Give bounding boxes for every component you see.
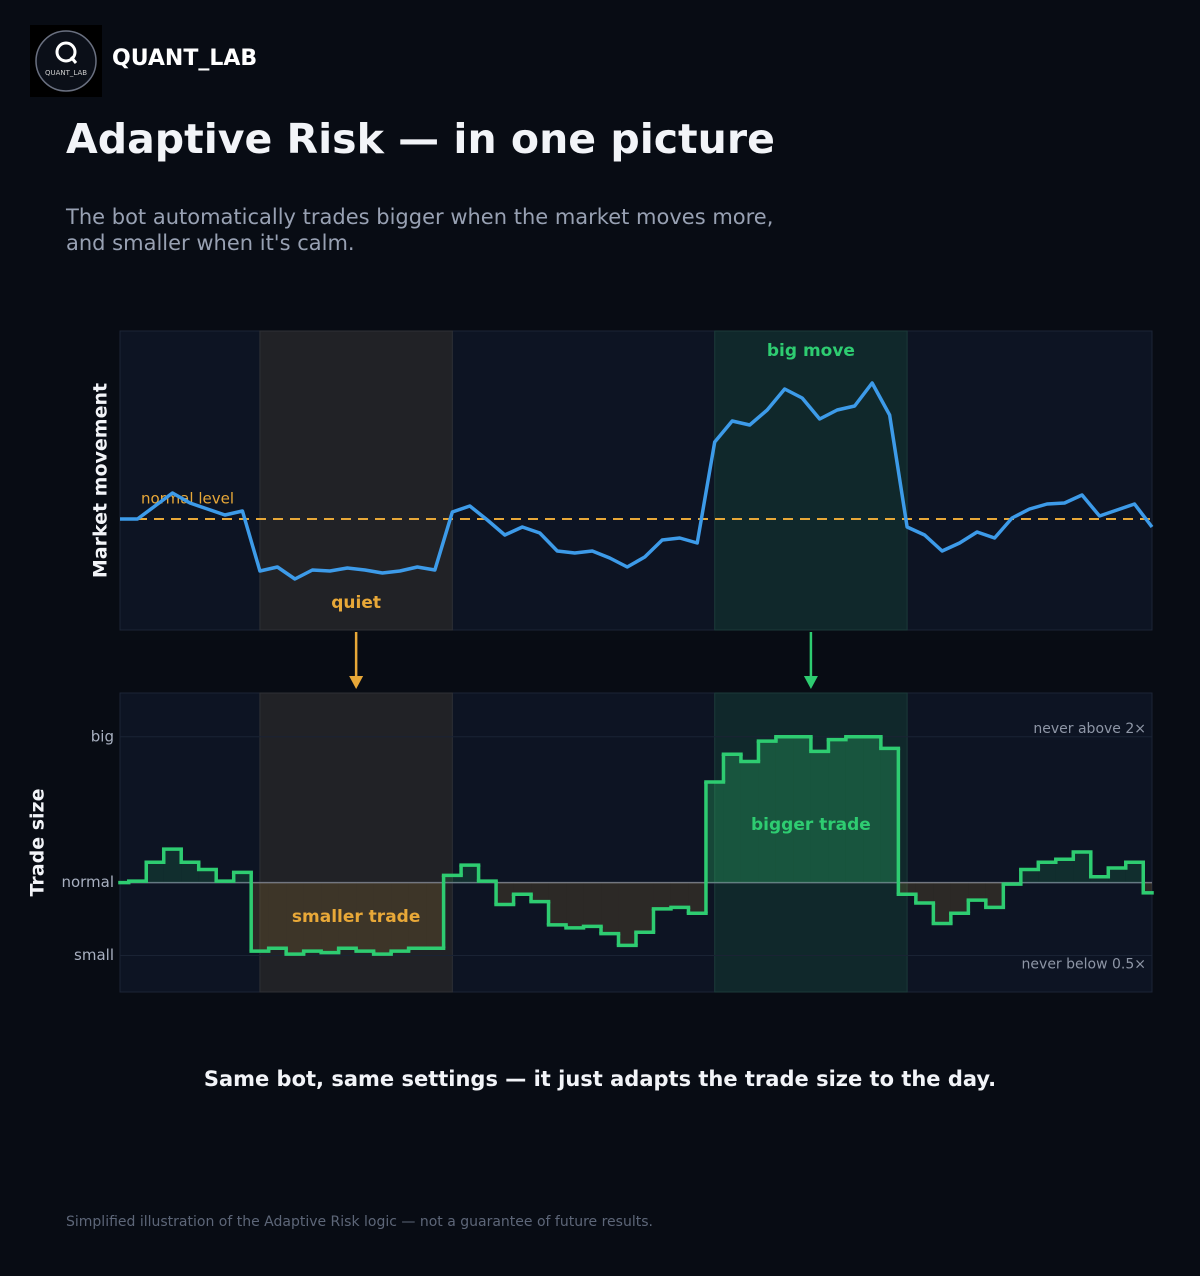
size-fill xyxy=(146,862,164,883)
y-tick-label: big xyxy=(91,727,114,745)
size-fill xyxy=(1020,869,1039,883)
logo-label: QUANT_LAB xyxy=(45,69,87,77)
size-fill xyxy=(898,882,916,895)
limit-label: never above 2× xyxy=(1033,721,1146,737)
region-label: smaller trade xyxy=(292,907,420,927)
size-fill xyxy=(408,882,427,949)
size-fill xyxy=(845,736,864,883)
size-fill xyxy=(566,882,584,928)
size-fill xyxy=(740,761,759,883)
region xyxy=(259,330,453,631)
region xyxy=(714,330,908,631)
size-fill xyxy=(391,882,409,952)
logo-q-tail xyxy=(69,56,78,64)
region xyxy=(259,692,453,993)
caption: Same bot, same settings — it just adapts… xyxy=(204,1067,996,1091)
size-fill xyxy=(705,781,724,883)
size-fill xyxy=(863,736,881,883)
footnote: Simplified illustration of the Adaptive … xyxy=(66,1214,653,1230)
arrow-head xyxy=(803,676,818,689)
size-fill xyxy=(303,882,322,952)
size-fill xyxy=(636,882,654,933)
size-fill xyxy=(1090,876,1109,883)
size-fill xyxy=(1125,862,1144,883)
size-fill xyxy=(426,882,444,949)
size-fill xyxy=(653,882,671,909)
size-fill xyxy=(688,882,706,914)
size-fill xyxy=(1038,862,1056,883)
size-fill xyxy=(915,882,934,904)
size-fill xyxy=(810,751,829,883)
size-fill xyxy=(758,741,776,883)
size-fill xyxy=(233,872,252,883)
y-axis-label: Market movement xyxy=(90,383,112,578)
size-fill xyxy=(531,882,549,902)
arrow-head xyxy=(349,676,364,689)
limit-label: never below 0.5× xyxy=(1022,957,1146,973)
logo-q xyxy=(55,41,77,63)
size-fill xyxy=(985,882,1004,908)
size-fill xyxy=(181,862,199,883)
size-fill xyxy=(723,754,741,883)
region-label: bigger trade xyxy=(751,815,871,835)
region-label: big move xyxy=(767,341,855,361)
title: Adaptive Risk — in one picture xyxy=(66,115,775,163)
y-axis-label: Trade size xyxy=(27,789,49,897)
size-fill xyxy=(338,882,357,949)
size-fill xyxy=(880,748,899,883)
size-fill xyxy=(356,882,374,952)
size-fill xyxy=(968,882,986,901)
brand: QUANT_LAB xyxy=(112,46,257,71)
line xyxy=(120,381,1154,581)
size-fill xyxy=(1108,868,1126,883)
size-fill xyxy=(286,882,304,955)
size-fill xyxy=(933,882,951,924)
size-fill xyxy=(496,882,514,905)
subtitle: The bot automatically trades bigger when… xyxy=(65,205,773,229)
size-fill xyxy=(670,882,689,908)
size-fill xyxy=(618,882,636,946)
size-fill xyxy=(1143,882,1152,893)
size-fill xyxy=(461,865,479,883)
size-fill xyxy=(828,739,846,883)
size-fill xyxy=(443,875,462,883)
size-fill xyxy=(1055,859,1074,883)
size-fill xyxy=(251,882,269,952)
size-fill xyxy=(268,882,287,949)
size-fill xyxy=(1073,851,1091,883)
region-label: quiet xyxy=(331,593,381,613)
size-fill xyxy=(950,882,969,914)
size-fill xyxy=(321,882,339,953)
size-fill xyxy=(548,882,567,925)
size-fill xyxy=(583,882,602,927)
size-fill xyxy=(198,869,217,883)
size-fill xyxy=(513,882,532,895)
size-fill xyxy=(601,882,619,934)
reference-label: normal level xyxy=(141,490,234,508)
size-fill xyxy=(793,736,811,883)
subtitle: and smaller when it's calm. xyxy=(66,231,355,255)
y-tick-label: small xyxy=(74,946,114,964)
size-fill xyxy=(373,882,392,955)
size-fill xyxy=(163,849,182,883)
y-tick-label: normal xyxy=(61,873,114,891)
size-fill xyxy=(775,736,794,883)
